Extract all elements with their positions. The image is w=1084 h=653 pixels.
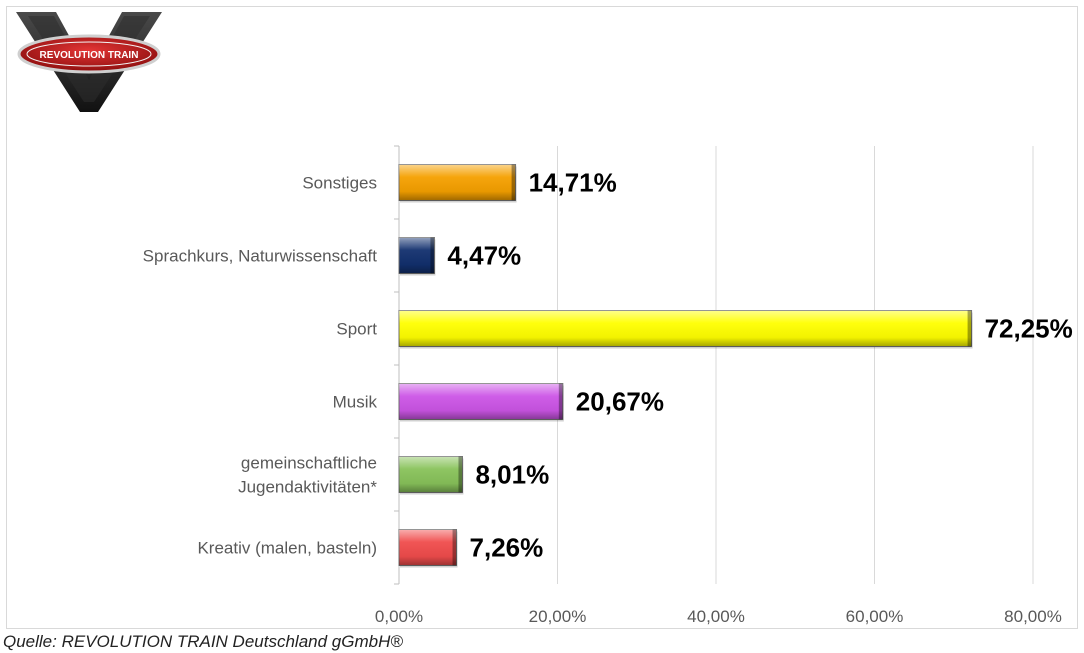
x-tick-label: 60,00% <box>846 607 904 626</box>
category-label: Sprachkurs, Naturwissenschaft <box>143 247 378 266</box>
source-caption: Quelle: REVOLUTION TRAIN Deutschland gGm… <box>3 632 403 651</box>
bar-highlight <box>399 383 563 420</box>
category-label: Sport <box>336 320 377 339</box>
category-label: Kreativ (malen, basteln) <box>197 539 377 558</box>
data-label: 20,67% <box>576 387 664 417</box>
x-tick-labels: 0,00% 20,00% 40,00% 60,00% 80,00% <box>375 607 1062 626</box>
chart-frame <box>6 6 1078 629</box>
bar-highlight <box>399 310 972 347</box>
bar-end-cap <box>967 310 972 347</box>
x-tick-label: 0,00% <box>375 607 423 626</box>
x-tick-label: 80,00% <box>1004 607 1062 626</box>
category-label: Musik <box>333 393 378 412</box>
data-label: 72,25% <box>985 314 1073 344</box>
bars: 14,71% 4,47% 72,25% 20,67% 8,01% 7,26% <box>398 164 1073 568</box>
bar-highlight <box>399 529 457 566</box>
data-label: 8,01% <box>475 460 549 490</box>
y-axis: Sonstiges Sprachkurs, Naturwissenschaft Sp… <box>143 145 400 585</box>
bar-end-cap <box>452 529 457 566</box>
data-label: 7,26% <box>470 533 544 563</box>
logo-text: REVOLUTION TRAIN <box>40 50 139 61</box>
bar-end-cap <box>558 383 563 420</box>
bar-end-cap <box>430 237 435 274</box>
data-label: 4,47% <box>447 241 521 271</box>
bar-highlight <box>399 456 463 493</box>
category-label: gemeinschaftliche <box>241 454 377 473</box>
revolution-train-logo: REVOLUTION TRAIN <box>16 12 162 112</box>
data-label: 14,71% <box>529 168 617 198</box>
category-label: Sonstiges <box>302 174 377 193</box>
bar-highlight <box>399 164 516 201</box>
bar-highlight <box>399 237 435 274</box>
category-label: Jugendaktivitäten* <box>238 478 377 497</box>
bar-end-cap <box>511 164 516 201</box>
gridlines <box>557 146 1034 584</box>
x-tick-label: 40,00% <box>687 607 745 626</box>
x-tick-label: 20,00% <box>529 607 587 626</box>
bar-end-cap <box>458 456 463 493</box>
